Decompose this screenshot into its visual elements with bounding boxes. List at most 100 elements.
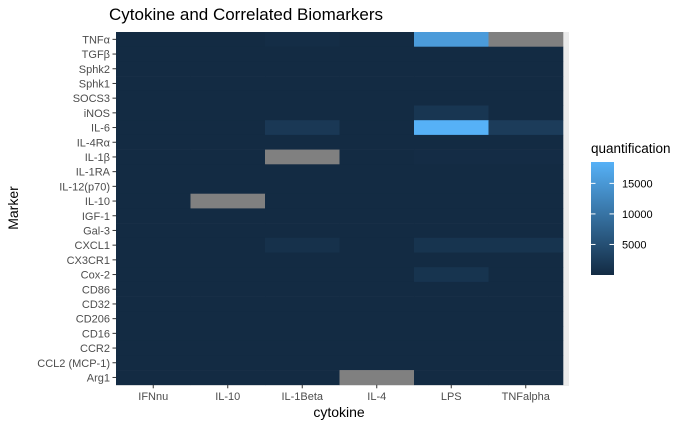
- heatmap-cell: [190, 208, 266, 224]
- y-tick-label: IL-1β: [85, 152, 110, 164]
- heatmap-cell: [265, 237, 340, 253]
- heatmap-cell: [414, 90, 489, 106]
- heatmap-cell: [488, 76, 564, 92]
- heatmap-cell: [488, 105, 564, 121]
- heatmap-cell: [488, 134, 564, 150]
- y-tick-label: CD16: [82, 328, 110, 340]
- heatmap-cell: [414, 223, 489, 239]
- heatmap-cell: [190, 61, 266, 77]
- heatmap-cell: [190, 179, 266, 194]
- heatmap-cell: [116, 355, 191, 371]
- heatmap-cell: [339, 164, 415, 180]
- y-tick-label: IL-6: [91, 123, 110, 135]
- heatmap-cell: [265, 134, 340, 150]
- heatmap-cell: [190, 296, 266, 312]
- heatmap-cell: [339, 46, 415, 62]
- x-tick-label: LPS: [441, 391, 462, 403]
- heatmap-cell: [339, 76, 415, 92]
- heatmap-cell: [190, 311, 266, 327]
- heatmap-cell: [116, 179, 191, 194]
- heatmap-cell: [414, 326, 489, 341]
- heatmap-cell: [116, 105, 191, 121]
- x-tick-label: IFNnu: [138, 391, 168, 403]
- x-tick-label: IL-10: [215, 391, 240, 403]
- y-tick-label: Gal-3: [83, 225, 110, 237]
- legend-title: quantification: [591, 141, 671, 156]
- heatmap-cell: [414, 179, 489, 194]
- heatmap-cell: [488, 90, 564, 106]
- y-tick-label: CD206: [76, 314, 110, 326]
- y-tick-label: Cox-2: [81, 270, 110, 282]
- heatmap-cell: [265, 252, 340, 268]
- heatmap-cell: [265, 46, 340, 62]
- heatmap-cell: [265, 267, 340, 283]
- heatmap-cell: [190, 134, 266, 150]
- heatmap-cell: [116, 208, 191, 224]
- heatmap-cell: [265, 223, 340, 239]
- heatmap-cell: [339, 120, 415, 136]
- y-tick-label: Sphk2: [79, 64, 110, 76]
- heatmap-cell: [116, 90, 191, 106]
- x-tick-label: TNFalpha: [502, 391, 551, 403]
- heatmap-cell: [488, 179, 564, 194]
- heatmap-cell: [116, 311, 191, 327]
- heatmap-cell: [339, 223, 415, 239]
- heatmap-cell: [190, 223, 266, 239]
- heatmap-cell: [265, 164, 340, 180]
- heatmap-cell: [116, 61, 191, 77]
- heatmap-cell: [414, 281, 489, 297]
- y-tick-label: IL-12(p70): [59, 181, 110, 193]
- heatmap-cell: [116, 223, 191, 239]
- heatmap-cell: [488, 355, 564, 371]
- heatmap-cell: [488, 208, 564, 224]
- y-tick-label: TNFα: [82, 34, 110, 46]
- heatmap-cell: [265, 193, 340, 209]
- heatmap-cell: [488, 296, 564, 312]
- heatmap-cell: [265, 105, 340, 121]
- heatmap-cell: [414, 340, 489, 356]
- heatmap-cell: [488, 164, 564, 180]
- heatmap-cell: [339, 281, 415, 297]
- x-tick-label: IL-4: [367, 391, 386, 403]
- heatmap-cell: [116, 267, 191, 283]
- heatmap-cell: [339, 355, 415, 371]
- heatmap-cell: [190, 370, 266, 386]
- heatmap-cell: [414, 164, 489, 180]
- heatmap-cell: [488, 32, 564, 47]
- y-tick-label: IL-4Rα: [77, 137, 111, 149]
- heatmap-cell: [488, 370, 564, 386]
- color-legend: quantification 5000 10000 15000: [591, 141, 671, 275]
- heatmap-cell: [414, 193, 489, 209]
- heatmap-cell: [190, 326, 266, 341]
- heatmap-cell: [116, 340, 191, 356]
- heatmap-cell: [190, 90, 266, 106]
- y-tick-label: IL-1RA: [76, 167, 111, 179]
- heatmap-cell: [339, 105, 415, 121]
- legend-tick-label: 15000: [622, 178, 653, 190]
- x-tick-label: IL-1Beta: [281, 391, 323, 403]
- heatmap-cell: [190, 340, 266, 356]
- heatmap-cell: [488, 223, 564, 239]
- heatmap-cell: [488, 193, 564, 209]
- heatmap-cell: [488, 46, 564, 62]
- heatmap-cell: [414, 134, 489, 150]
- heatmap-cell: [339, 32, 415, 47]
- heatmap-cell: [116, 32, 191, 47]
- heatmap-cell: [339, 179, 415, 194]
- y-tick-label: CCL2 (MCP-1): [37, 358, 110, 370]
- heatmap-cell: [488, 120, 564, 136]
- heatmap-cell: [190, 120, 266, 136]
- heatmap-cell: [265, 90, 340, 106]
- heatmap-cell: [414, 355, 489, 371]
- heatmap-cell: [265, 76, 340, 92]
- heatmap-cell: [414, 105, 489, 121]
- heatmap-cell: [116, 296, 191, 312]
- heatmap-cell: [339, 208, 415, 224]
- y-tick-label: CCR2: [80, 343, 110, 355]
- heatmap-cell: [339, 370, 415, 386]
- heatmap-cell: [339, 237, 415, 253]
- heatmap-cell: [414, 120, 489, 136]
- heatmap-cell: [488, 267, 564, 283]
- heatmap-cell: [339, 252, 415, 268]
